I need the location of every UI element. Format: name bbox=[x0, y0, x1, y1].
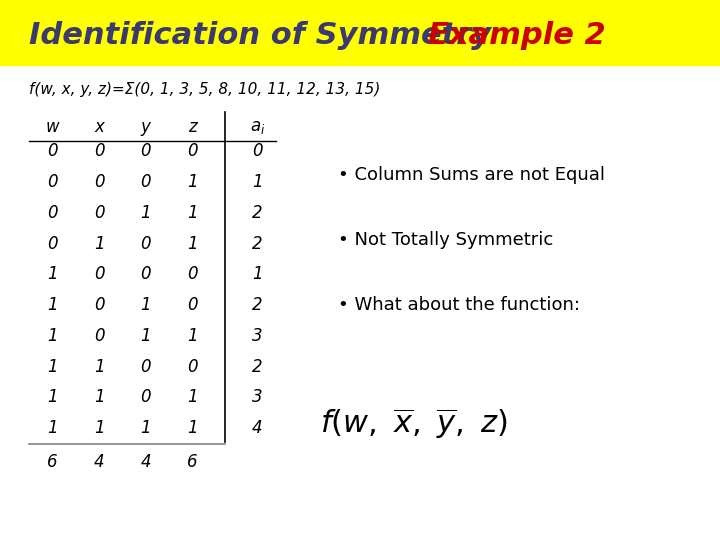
Text: 1: 1 bbox=[140, 204, 151, 222]
Text: 1: 1 bbox=[94, 388, 104, 407]
Text: 2: 2 bbox=[252, 204, 263, 222]
Text: 0: 0 bbox=[140, 234, 151, 253]
Text: 1: 1 bbox=[187, 419, 198, 437]
Text: 0: 0 bbox=[47, 234, 58, 253]
Text: 1: 1 bbox=[187, 173, 198, 191]
Text: 4: 4 bbox=[140, 453, 151, 471]
Text: • What about the function:: • What about the function: bbox=[338, 296, 580, 314]
Text: 0: 0 bbox=[187, 142, 198, 160]
Text: f(w, x, y, z)=Σ(0, 1, 3, 5, 8, 10, 11, 12, 13, 15): f(w, x, y, z)=Σ(0, 1, 3, 5, 8, 10, 11, 1… bbox=[29, 82, 380, 97]
Text: 3: 3 bbox=[252, 388, 263, 407]
Text: z: z bbox=[188, 118, 197, 136]
Text: 0: 0 bbox=[47, 142, 58, 160]
Text: 0: 0 bbox=[140, 388, 151, 407]
Text: y: y bbox=[141, 118, 150, 136]
Text: $a_i$: $a_i$ bbox=[250, 118, 265, 136]
Text: 1: 1 bbox=[47, 357, 58, 376]
Text: 0: 0 bbox=[94, 173, 104, 191]
Text: 2: 2 bbox=[252, 234, 263, 253]
Text: 0: 0 bbox=[187, 296, 198, 314]
Text: 0: 0 bbox=[140, 357, 151, 376]
Text: 1: 1 bbox=[187, 327, 198, 345]
Text: 0: 0 bbox=[187, 265, 198, 284]
Text: 2: 2 bbox=[252, 296, 263, 314]
Text: 1: 1 bbox=[187, 388, 198, 407]
Text: 0: 0 bbox=[47, 204, 58, 222]
Text: 1: 1 bbox=[140, 296, 151, 314]
Text: • Not Totally Symmetric: • Not Totally Symmetric bbox=[338, 231, 554, 249]
Text: 1: 1 bbox=[94, 419, 104, 437]
Text: 1: 1 bbox=[94, 234, 104, 253]
Text: 0: 0 bbox=[252, 142, 263, 160]
Text: $\mathit{f}(\mathit{w},\ \overline{\mathit{x}},\ \overline{\mathit{y}},\ \mathit: $\mathit{f}(\mathit{w},\ \overline{\math… bbox=[320, 406, 508, 442]
Text: 3: 3 bbox=[252, 327, 263, 345]
Text: 1: 1 bbox=[140, 419, 151, 437]
Text: 0: 0 bbox=[94, 296, 104, 314]
Text: 0: 0 bbox=[140, 173, 151, 191]
Text: 1: 1 bbox=[140, 327, 151, 345]
Text: 0: 0 bbox=[94, 265, 104, 284]
Text: 1: 1 bbox=[47, 265, 58, 284]
Text: 1: 1 bbox=[252, 173, 263, 191]
FancyBboxPatch shape bbox=[0, 0, 720, 65]
Text: 1: 1 bbox=[187, 234, 198, 253]
Text: 0: 0 bbox=[94, 142, 104, 160]
Text: 2: 2 bbox=[252, 357, 263, 376]
Text: x: x bbox=[94, 118, 104, 136]
Text: 6: 6 bbox=[47, 453, 58, 471]
Text: 1: 1 bbox=[47, 296, 58, 314]
Text: 0: 0 bbox=[94, 327, 104, 345]
Text: 1: 1 bbox=[94, 357, 104, 376]
Text: • Column Sums are not Equal: • Column Sums are not Equal bbox=[338, 166, 606, 185]
Text: 0: 0 bbox=[187, 357, 198, 376]
Text: 0: 0 bbox=[140, 142, 151, 160]
Text: 0: 0 bbox=[94, 204, 104, 222]
Text: 1: 1 bbox=[47, 419, 58, 437]
Text: 1: 1 bbox=[252, 265, 263, 284]
Text: 6: 6 bbox=[187, 453, 198, 471]
Text: 4: 4 bbox=[252, 419, 263, 437]
Text: 1: 1 bbox=[187, 204, 198, 222]
Text: Example 2: Example 2 bbox=[428, 21, 606, 50]
Text: 0: 0 bbox=[140, 265, 151, 284]
Text: Identification of Symmetry: Identification of Symmetry bbox=[29, 21, 502, 50]
Text: 1: 1 bbox=[47, 327, 58, 345]
Text: w: w bbox=[45, 118, 59, 136]
Text: 0: 0 bbox=[47, 173, 58, 191]
Text: 1: 1 bbox=[47, 388, 58, 407]
Text: 4: 4 bbox=[94, 453, 104, 471]
